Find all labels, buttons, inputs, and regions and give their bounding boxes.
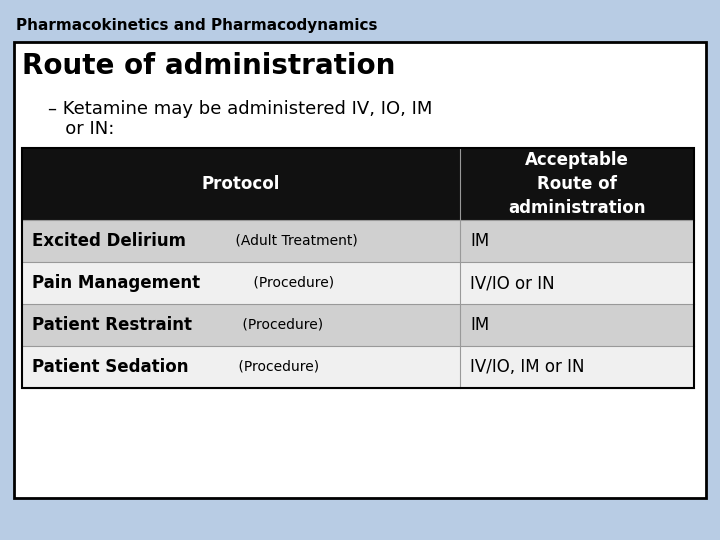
Text: Patient Sedation: Patient Sedation: [32, 358, 189, 376]
Text: (Procedure): (Procedure): [238, 318, 323, 332]
Text: IM: IM: [470, 316, 490, 334]
Bar: [22, 304, 694, 346]
Bar: [22, 148, 694, 220]
Text: – Ketamine may be administered IV, IO, IM: – Ketamine may be administered IV, IO, I…: [48, 100, 433, 118]
Bar: [22, 346, 694, 388]
Text: Acceptable
Route of
administration: Acceptable Route of administration: [508, 151, 646, 217]
Bar: [22, 220, 694, 262]
Bar: [22, 148, 694, 388]
Text: Pharmacokinetics and Pharmacodynamics: Pharmacokinetics and Pharmacodynamics: [16, 18, 377, 33]
Text: Patient Restraint: Patient Restraint: [32, 316, 192, 334]
Text: Protocol: Protocol: [202, 175, 280, 193]
Text: IM: IM: [470, 232, 490, 250]
Text: IV/IO, IM or IN: IV/IO, IM or IN: [470, 358, 585, 376]
Bar: [22, 262, 694, 304]
Text: Route of administration: Route of administration: [22, 52, 395, 80]
Text: (Procedure): (Procedure): [249, 276, 334, 290]
Text: or IN:: or IN:: [48, 120, 114, 138]
Text: IV/IO or IN: IV/IO or IN: [470, 274, 554, 292]
Text: (Procedure): (Procedure): [234, 360, 319, 374]
Bar: [14, 42, 706, 498]
Text: Excited Delirium: Excited Delirium: [32, 232, 186, 250]
Text: (Adult Treatment): (Adult Treatment): [230, 234, 357, 248]
Text: Pain Management: Pain Management: [32, 274, 200, 292]
